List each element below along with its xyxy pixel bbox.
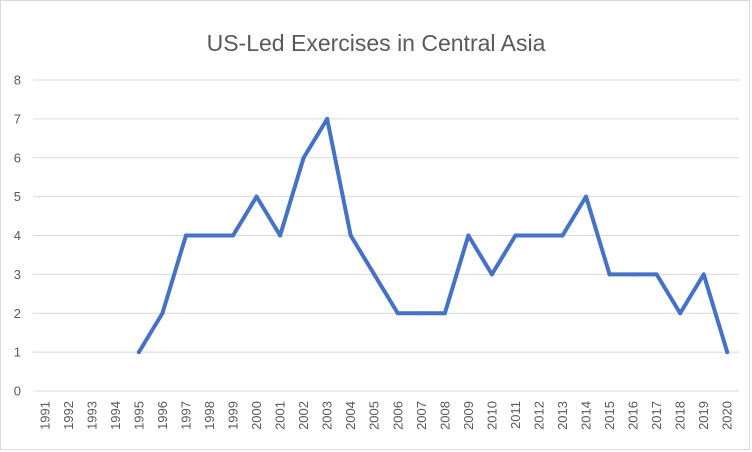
x-tick-label: 2015 <box>602 401 617 430</box>
y-tick-label: 2 <box>14 306 21 321</box>
x-tick-label: 2009 <box>461 401 476 430</box>
x-tick-label: 1994 <box>108 401 123 430</box>
x-tick-label: 2008 <box>437 401 452 430</box>
x-tick-label: 2001 <box>273 401 288 430</box>
x-tick-label: 2018 <box>673 401 688 430</box>
data-point-1999 <box>231 233 236 238</box>
x-tick-label: 2017 <box>649 401 664 430</box>
chart-title: US-Led Exercises in Central Asia <box>207 30 546 56</box>
data-point-2003 <box>325 116 330 121</box>
y-tick-label: 7 <box>14 111 21 126</box>
x-tick-label: 2003 <box>320 401 335 430</box>
data-point-2004 <box>348 233 353 238</box>
series-line-0 <box>136 116 730 355</box>
x-tick-label: 1999 <box>226 401 241 430</box>
y-tick-label: 1 <box>14 345 21 360</box>
y-tick-label: 3 <box>14 267 21 282</box>
x-tick-label: 2007 <box>414 401 429 430</box>
x-tick-label: 2020 <box>720 401 735 430</box>
data-point-2002 <box>301 155 306 160</box>
data-point-2018 <box>678 311 683 316</box>
x-tick-label: 2000 <box>249 401 264 430</box>
data-point-2017 <box>654 272 659 277</box>
x-tick-label: 1998 <box>202 401 217 430</box>
x-tick-label: 2011 <box>508 401 523 429</box>
x-tick-label: 1995 <box>131 401 146 430</box>
data-point-2000 <box>254 194 259 199</box>
x-tick-label: 2004 <box>343 401 358 430</box>
data-point-1997 <box>183 233 188 238</box>
data-point-2016 <box>631 272 636 277</box>
x-tick-label: 1997 <box>178 401 193 430</box>
data-point-2014 <box>584 194 589 199</box>
data-point-2011 <box>513 233 518 238</box>
x-tick-label: 2006 <box>390 401 405 430</box>
data-point-2008 <box>442 311 447 316</box>
x-tick-label: 2019 <box>696 401 711 430</box>
x-axis-ticks: 1991 1992 1993 1994 1995 1996 1997 1998 1999 2000… <box>37 401 734 430</box>
data-point-2019 <box>701 272 706 277</box>
x-tick-label: 2005 <box>367 401 382 430</box>
data-point-2013 <box>560 233 565 238</box>
y-axis-ticks: 0 1 2 3 4 5 6 7 8 <box>14 73 21 399</box>
x-tick-label: 1991 <box>37 401 52 430</box>
x-tick-label: 1996 <box>155 401 170 430</box>
data-point-2001 <box>278 233 283 238</box>
x-tick-label: 1992 <box>61 401 76 430</box>
gridlines <box>33 79 739 392</box>
data-point-2015 <box>607 272 612 277</box>
x-tick-label: 2014 <box>579 401 594 430</box>
x-tick-label: 2012 <box>531 401 546 430</box>
data-point-2005 <box>372 272 377 277</box>
y-tick-label: 4 <box>14 228 21 243</box>
y-tick-label: 6 <box>14 150 21 165</box>
x-tick-label: 2002 <box>296 401 311 430</box>
data-point-2006 <box>395 311 400 316</box>
data-point-2007 <box>419 311 424 316</box>
x-tick-label: 1993 <box>84 401 99 430</box>
x-tick-label: 2010 <box>484 401 499 430</box>
data-point-2012 <box>536 233 541 238</box>
x-tick-label: 2016 <box>626 401 641 430</box>
y-tick-label: 8 <box>14 73 21 88</box>
series-line <box>136 116 730 355</box>
data-point-1996 <box>160 311 165 316</box>
y-tick-label: 0 <box>14 384 21 399</box>
data-point-2020 <box>725 350 730 355</box>
y-tick-label: 5 <box>14 189 21 204</box>
data-point-2010 <box>489 272 494 277</box>
x-tick-label: 2013 <box>555 401 570 430</box>
data-point-1998 <box>207 233 212 238</box>
data-point-1995 <box>136 350 141 355</box>
data-point-2009 <box>466 233 471 238</box>
